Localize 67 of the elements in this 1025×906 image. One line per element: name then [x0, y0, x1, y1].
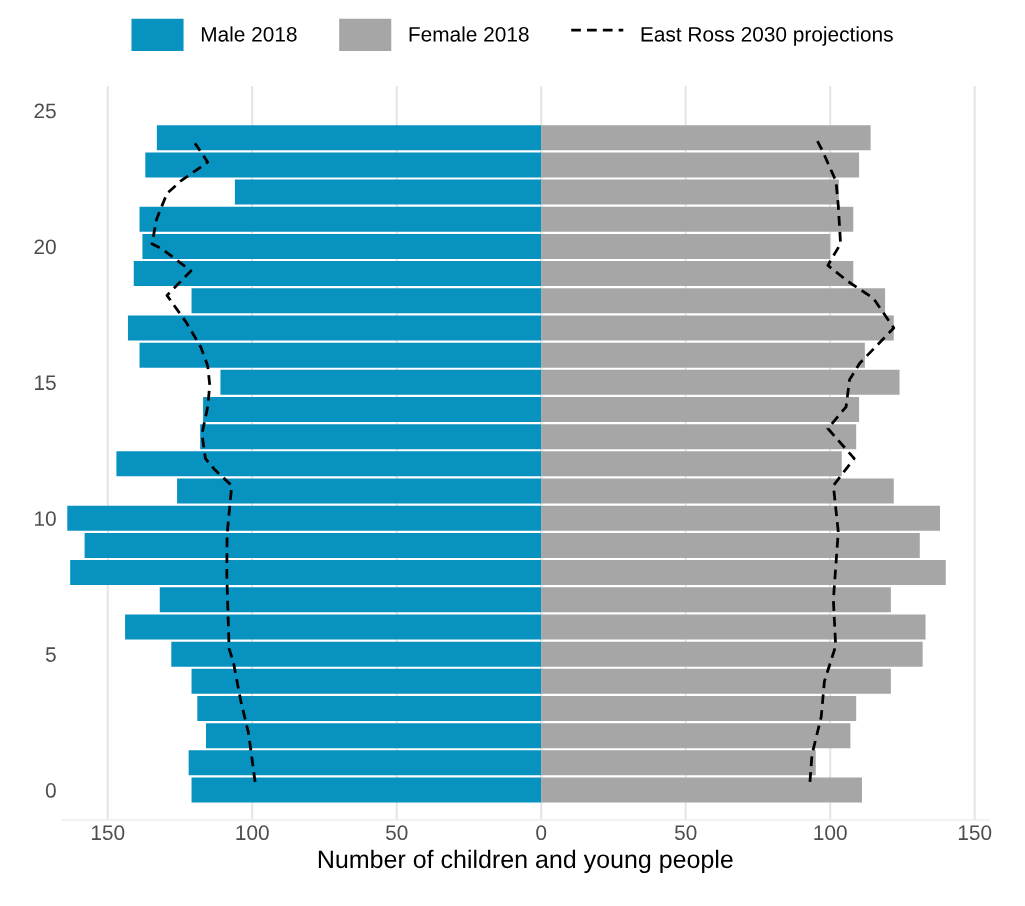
bar	[188, 750, 542, 776]
bar	[541, 451, 842, 477]
bar	[541, 342, 865, 368]
bar	[145, 152, 542, 178]
bar	[541, 179, 839, 205]
bar	[139, 342, 542, 368]
bar	[541, 125, 871, 151]
bar	[127, 315, 542, 341]
bar	[205, 723, 542, 749]
bar	[541, 261, 854, 287]
bar	[125, 614, 542, 640]
x-tick-label: 150	[91, 825, 125, 841]
bar	[200, 424, 542, 450]
bar	[171, 641, 542, 667]
bar	[159, 587, 542, 613]
bar	[191, 288, 542, 314]
bar	[541, 587, 891, 613]
legend-label: Female 2018	[409, 26, 529, 42]
x-axis-title: Number of children and young people	[318, 849, 733, 874]
x-tick-label: 100	[236, 825, 269, 841]
y-tick-label: 10	[35, 511, 56, 526]
bar	[177, 478, 542, 504]
bar	[191, 668, 542, 694]
bar	[84, 532, 542, 558]
bar	[541, 478, 894, 504]
bar	[133, 261, 542, 287]
bar	[541, 152, 860, 178]
bar	[220, 369, 542, 395]
bar	[541, 424, 857, 450]
bar	[156, 125, 542, 151]
bar	[541, 397, 860, 423]
bar	[541, 777, 862, 803]
bar	[541, 233, 831, 259]
bar	[541, 723, 851, 749]
bar	[541, 505, 940, 531]
bar	[191, 777, 542, 803]
bar	[70, 560, 542, 586]
bar	[541, 532, 920, 558]
x-tick-label: 0	[536, 825, 547, 841]
x-tick-label: 100	[814, 825, 847, 841]
y-tick-label: 25	[34, 103, 56, 119]
bar	[541, 641, 923, 667]
bar	[197, 695, 542, 721]
bar	[67, 505, 542, 531]
bar	[541, 315, 894, 341]
bar	[234, 179, 542, 205]
bar	[541, 695, 857, 721]
x-tick-label: 150	[958, 825, 992, 841]
y-tick-label: 5	[45, 647, 56, 662]
bar	[116, 451, 542, 477]
legend-label: Male 2018	[201, 26, 297, 42]
y-tick-label: 20	[34, 239, 56, 255]
bar	[541, 560, 946, 586]
bar	[203, 397, 542, 423]
bar	[541, 614, 926, 640]
bar	[139, 206, 542, 232]
x-tick-label: 50	[674, 825, 697, 841]
bar	[541, 288, 886, 314]
bar	[541, 668, 891, 694]
x-tick-label: 50	[385, 825, 408, 841]
bar	[541, 206, 854, 232]
legend-label: East Ross 2030 projections	[641, 26, 893, 46]
y-tick-label: 0	[45, 783, 56, 798]
bar	[541, 369, 900, 395]
y-tick-label: 15	[35, 375, 56, 391]
bar	[541, 750, 816, 776]
bar	[142, 233, 542, 259]
